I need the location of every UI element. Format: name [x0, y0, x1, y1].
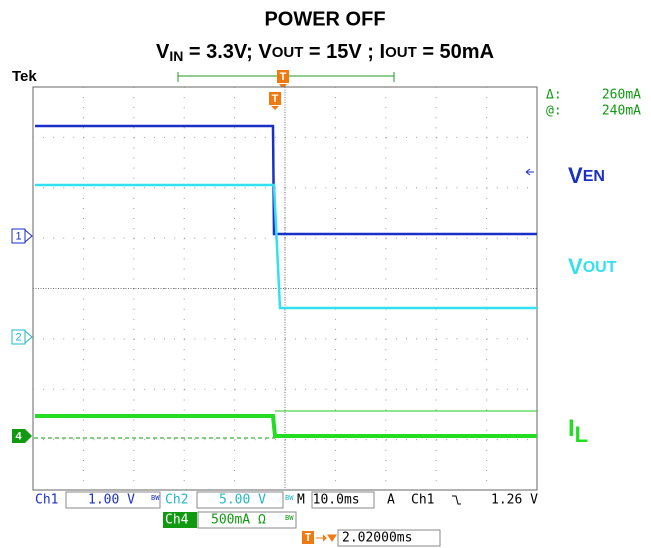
marker-label: 4: [15, 430, 22, 442]
box: [337, 529, 441, 547]
subtitle-part: V: [156, 41, 170, 63]
box: [197, 511, 297, 529]
status-bar: Ch1 1.00 V BW Ch2 5.00 V BW M 10.0ms A C…: [35, 491, 538, 547]
trig-level: 1.26 V: [491, 493, 538, 508]
delta-value: 260mA: [602, 88, 641, 103]
trace-il: [35, 414, 537, 438]
trigger-marker: [277, 70, 289, 83]
trace-vout: [35, 183, 537, 310]
delta-label: Δ:: [546, 88, 562, 103]
ch2: Ch2: [165, 493, 188, 508]
subtitle-part: = 3.3V; V: [183, 41, 272, 63]
trigger-mark: T: [305, 531, 312, 544]
trigger-mark: T: [280, 71, 287, 83]
offset-arrow: [525, 168, 534, 176]
marker-1: 1: [11, 228, 33, 244]
ch4: Ch4: [165, 513, 189, 528]
marker-label: 1: [15, 230, 21, 242]
label-il: IL: [568, 415, 588, 446]
box: [65, 491, 161, 509]
bw: BW: [285, 494, 294, 502]
subtitle-part: OUT: [385, 44, 417, 61]
subtitle-part: OUT: [272, 44, 304, 61]
at-value: 240mA: [602, 104, 641, 119]
trace-ven: [35, 124, 537, 236]
trig-src: Ch1: [411, 493, 434, 508]
trigger-arrow: [271, 106, 279, 110]
timebase: M 10.0ms: [297, 493, 360, 508]
at-label: @:: [546, 104, 562, 119]
ch1: Ch1: [35, 493, 58, 508]
bw: BW: [151, 494, 160, 502]
slope-icon: [452, 495, 461, 505]
label-vout: VOUT: [568, 254, 617, 279]
marker-label: 2: [15, 331, 21, 343]
brand: Tek: [12, 68, 37, 85]
trigger-marker: [302, 531, 314, 544]
mode: A: [387, 493, 395, 508]
ch4-scale: 500mA Ω: [211, 513, 266, 528]
subtitle-part: = 15V ; I: [303, 41, 385, 63]
marker-4: 4: [12, 429, 32, 443]
position: 2.02000ms: [342, 531, 412, 546]
grid: [33, 87, 537, 490]
label-ven: VEN: [568, 163, 605, 188]
position-arrow: [316, 534, 337, 542]
ch2-scale: 5.00 V: [219, 493, 266, 508]
trigger-mark: T: [272, 93, 279, 105]
marker-2: 2: [11, 329, 33, 345]
ch1-scale: 1.00 V: [88, 493, 135, 508]
title: POWER OFF: [264, 8, 385, 30]
subtitle: VIN = 3.3V; VOUT = 15V ; IOUT = 50mA: [156, 41, 494, 63]
box: [311, 491, 375, 509]
box: [196, 491, 284, 509]
ch4-bg: [163, 512, 197, 528]
subtitle-part: IN: [169, 48, 183, 64]
trigger-marker: [269, 92, 281, 105]
bw: BW: [285, 514, 294, 522]
subtitle-part: = 50mA: [417, 41, 494, 63]
